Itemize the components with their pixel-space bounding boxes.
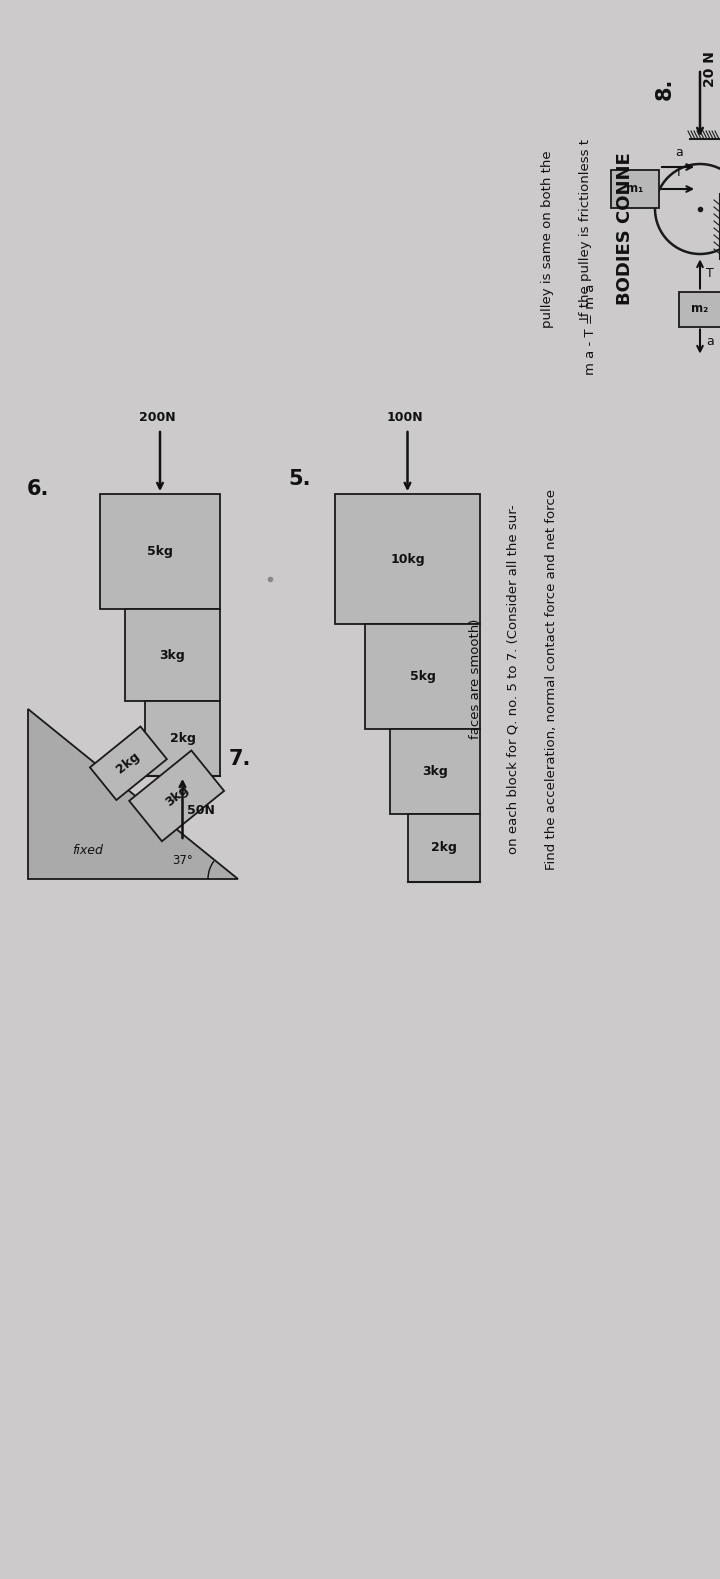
Bar (390, 729, 480, 815)
Text: faces are smooth): faces are smooth) (469, 619, 482, 739)
Text: Find the acceleration, normal contact force and net force: Find the acceleration, normal contact fo… (545, 488, 558, 870)
Text: 20 N: 20 N (703, 51, 717, 87)
Text: m₁: m₁ (626, 183, 644, 196)
Bar (679, 292, 720, 327)
Text: m₂: m₂ (691, 303, 708, 316)
Text: m a - T = m a: m a - T = m a (583, 283, 596, 374)
Bar (100, 494, 220, 609)
Text: 5kg: 5kg (410, 669, 436, 684)
Text: 100N: 100N (386, 411, 423, 425)
Polygon shape (90, 726, 167, 801)
Polygon shape (129, 750, 224, 842)
Text: 5.: 5. (289, 469, 311, 489)
Bar (125, 609, 220, 701)
Text: 10kg: 10kg (390, 553, 425, 565)
Text: on each block for Q. no. 5 to 7. (Consider all the sur-: on each block for Q. no. 5 to 7. (Consid… (507, 504, 520, 854)
Text: T: T (706, 267, 714, 279)
Text: 7.: 7. (229, 748, 251, 769)
Text: 3kg: 3kg (422, 764, 448, 778)
Text: a: a (675, 145, 683, 159)
Text: 2kg: 2kg (431, 842, 457, 854)
Text: fixed: fixed (73, 845, 104, 857)
Text: If the pulley is frictionless t: If the pulley is frictionless t (578, 139, 592, 319)
Text: 37°: 37° (173, 854, 194, 867)
Text: 200N: 200N (139, 411, 175, 425)
Text: 2kg: 2kg (170, 733, 195, 745)
Text: BODIES CONNE: BODIES CONNE (616, 153, 634, 305)
Text: pulley is same on both the: pulley is same on both the (541, 150, 554, 328)
Bar (335, 494, 480, 624)
Text: 6.: 6. (27, 478, 49, 499)
Text: 3kg: 3kg (160, 649, 185, 662)
Text: a: a (706, 335, 714, 347)
Bar (408, 815, 480, 883)
Text: 5kg: 5kg (147, 545, 173, 557)
Text: T: T (675, 166, 683, 178)
Text: 50N: 50N (187, 804, 215, 818)
Polygon shape (28, 709, 238, 880)
Bar (611, 171, 659, 208)
Bar (365, 624, 480, 729)
Text: 2kg: 2kg (114, 750, 143, 777)
Text: 3kg: 3kg (163, 783, 191, 808)
Bar (145, 701, 220, 775)
Text: 8.: 8. (655, 77, 675, 99)
